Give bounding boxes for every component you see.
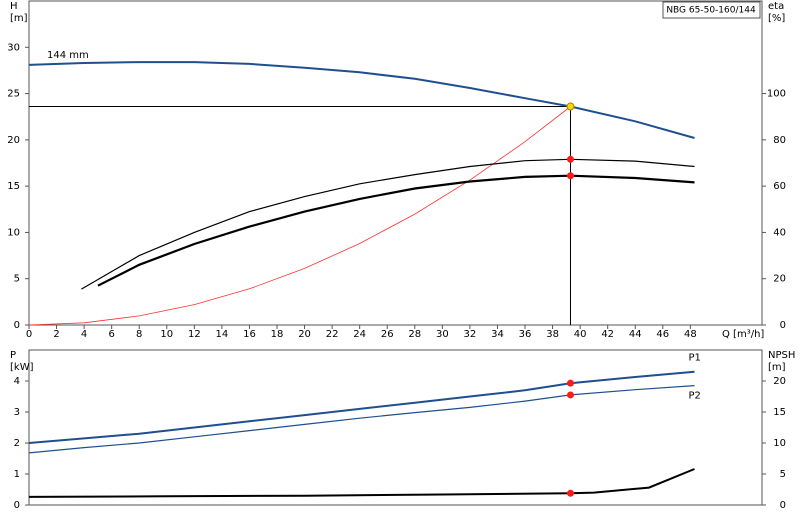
y-axis-label: H [10, 1, 18, 12]
x-tick-label: 42 [601, 329, 614, 340]
series-line [81, 158, 695, 290]
x-tick-label: 20 [298, 329, 311, 340]
y2-tick-label: 20 [773, 274, 786, 285]
duty-point [566, 391, 574, 399]
y2-axis-unit: [%] [768, 13, 785, 24]
y-tick-label: 25 [7, 89, 20, 100]
duty-point [566, 155, 574, 163]
series-line [28, 106, 571, 326]
y2-tick-label: 20 [773, 376, 786, 387]
duty-point [566, 102, 575, 111]
y2-tick-label: 0 [780, 320, 786, 331]
plot-frame [28, 0, 763, 326]
x-tick-label: 12 [188, 329, 201, 340]
y2-tick-label: 5 [780, 469, 786, 480]
series-line [28, 385, 695, 454]
x-tick-label: 32 [464, 329, 477, 340]
x-tick-label: 8 [136, 329, 142, 340]
series-line [28, 61, 695, 139]
x-tick-label: 44 [629, 329, 642, 340]
y2-axis-label: NPSH [768, 350, 795, 361]
x-tick-label: 4 [81, 329, 87, 340]
y-tick-label: 4 [14, 376, 20, 387]
y2-axis-unit: [m] [768, 362, 786, 373]
x-tick-label: 6 [108, 329, 114, 340]
x-tick-label: 36 [519, 329, 532, 340]
y-tick-label: 20 [7, 135, 20, 146]
y-tick-label: 5 [14, 274, 20, 285]
x-tick-label: 18 [271, 329, 284, 340]
x-tick-label: 38 [546, 329, 559, 340]
y2-tick-label: 40 [773, 227, 786, 238]
series-label: P1 [688, 353, 700, 364]
y-axis-unit: [m] [10, 13, 28, 24]
duty-point [566, 379, 574, 387]
x-tick-label: 14 [216, 329, 229, 340]
x-axis-label: Q [m³/h] [722, 329, 764, 340]
y2-axis-label: eta [768, 1, 784, 12]
title-box [662, 1, 761, 19]
y2-tick-label: 60 [773, 181, 786, 192]
plot-frame [28, 349, 763, 506]
y-tick-label: 0 [14, 320, 20, 331]
x-tick-label: 22 [326, 329, 339, 340]
duty-point [566, 172, 574, 180]
y-axis-label: P [10, 350, 16, 361]
y-tick-label: 1 [14, 469, 20, 480]
x-tick-label: 30 [436, 329, 449, 340]
x-tick-label: 40 [574, 329, 587, 340]
series-line [28, 370, 695, 444]
x-tick-label: 34 [491, 329, 504, 340]
x-tick-label: 26 [381, 329, 394, 340]
y-tick-label: 15 [7, 181, 20, 192]
x-tick-label: 2 [53, 329, 59, 340]
series-line [28, 468, 695, 498]
x-tick-label: 24 [353, 329, 366, 340]
y2-tick-label: 100 [767, 89, 786, 100]
duty-point [566, 489, 574, 497]
x-tick-label: 0 [26, 329, 32, 340]
y-axis-unit: [kW] [10, 362, 34, 373]
y2-tick-label: 15 [773, 407, 786, 418]
series-line [97, 174, 695, 287]
y2-tick-label: 10 [773, 438, 786, 449]
y-tick-label: 0 [14, 500, 20, 511]
y-tick-label: 2 [14, 438, 20, 449]
x-tick-label: 48 [684, 329, 697, 340]
series-label: 144 mm [47, 50, 89, 61]
x-tick-label: 16 [243, 329, 256, 340]
y2-tick-label: 80 [773, 135, 786, 146]
y2-tick-label: 0 [780, 500, 786, 511]
x-tick-label: 46 [656, 329, 669, 340]
chart-title: NBG 65-50-160/144 [666, 6, 756, 16]
x-tick-label: 28 [408, 329, 421, 340]
x-tick-label: 10 [160, 329, 173, 340]
series-label: P2 [688, 391, 700, 402]
y-tick-label: 10 [7, 227, 20, 238]
y-tick-label: 30 [7, 42, 20, 53]
y-tick-label: 3 [14, 407, 20, 418]
